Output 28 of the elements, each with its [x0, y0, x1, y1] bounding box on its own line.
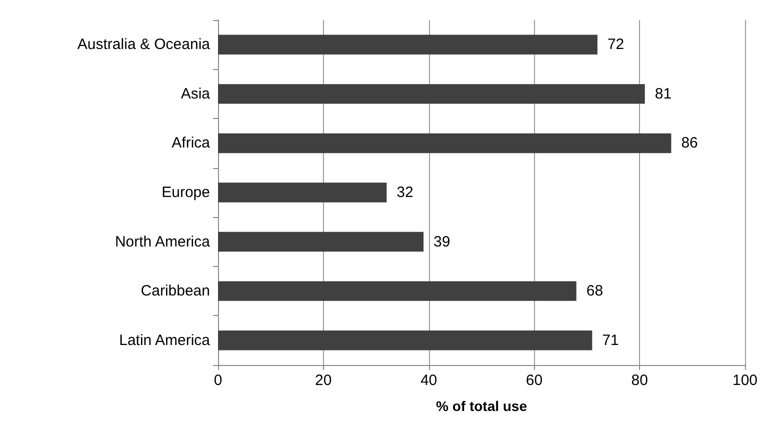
bar: [218, 281, 576, 301]
data-label: 86: [681, 134, 698, 152]
x-tick-label: 100: [732, 372, 758, 389]
data-label: 71: [602, 332, 619, 349]
y-tick-label: North America: [114, 233, 211, 250]
x-tick-label: 40: [420, 372, 438, 389]
x-tick-label: 80: [631, 372, 648, 389]
data-label: 68: [586, 282, 604, 300]
data-label: 32: [396, 184, 414, 201]
x-tick-label: 0: [214, 372, 222, 389]
bar: [218, 34, 598, 54]
bar: [218, 232, 424, 252]
y-tick-label: Latin America: [119, 332, 211, 349]
y-tick-label: Africa: [172, 134, 211, 152]
data-label: 39: [434, 233, 450, 250]
bar: [218, 330, 592, 350]
bar: [218, 182, 387, 202]
bar: [218, 133, 672, 154]
bar: [218, 84, 645, 104]
y-tick-label: Asia: [180, 85, 211, 102]
y-tick-label: Europe: [162, 184, 210, 201]
data-label: 72: [607, 36, 624, 54]
y-tick-label: Caribbean: [140, 282, 210, 300]
x-tick-label: 20: [315, 372, 332, 389]
y-tick-label: Australia & Oceania: [77, 36, 211, 54]
x-tick-label: 60: [526, 372, 543, 389]
data-label: 81: [654, 85, 672, 102]
x-axis-title: % of total use: [436, 398, 528, 414]
